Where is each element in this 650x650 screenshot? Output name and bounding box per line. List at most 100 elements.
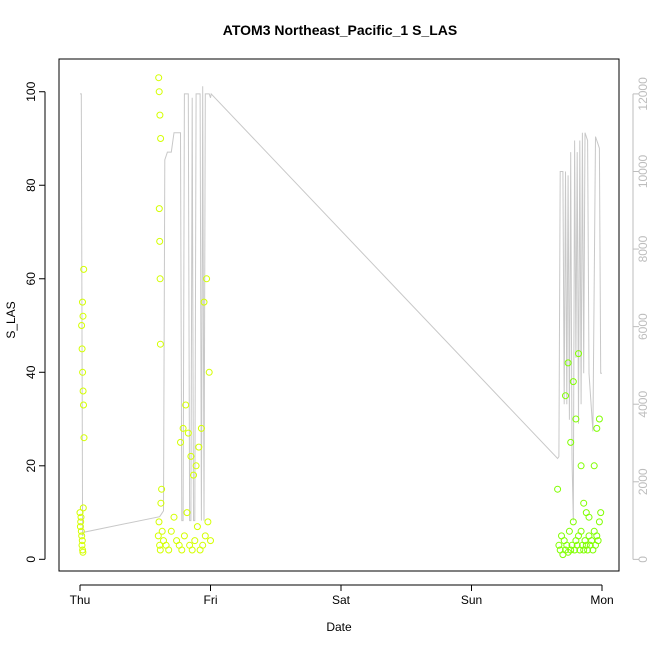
data-point: [190, 471, 197, 479]
data-point: [183, 509, 191, 517]
y2-tick-label: 4000: [636, 391, 650, 418]
y2-tick-label: 6000: [636, 313, 650, 340]
data-point: [80, 265, 88, 273]
data-point: [156, 340, 164, 348]
data-point: [157, 135, 165, 142]
data-point: [595, 415, 603, 423]
data-point: [178, 546, 186, 554]
data-point: [572, 415, 580, 423]
y2-tick-label: 2000: [636, 468, 650, 495]
data-point: [590, 462, 598, 470]
data-point: [155, 74, 163, 82]
data-point: [205, 368, 213, 376]
y-axis-label: S_LAS: [4, 301, 18, 338]
data-point: [79, 312, 87, 320]
data-point: [554, 485, 562, 493]
data-point: [581, 537, 589, 545]
data-point: [179, 424, 187, 432]
secondary-line-layer: [80, 86, 602, 537]
data-point: [76, 523, 84, 531]
data-point: [154, 532, 162, 540]
data-point: [597, 509, 605, 517]
x-tick-label: Fri: [204, 593, 218, 607]
data-point: [77, 513, 85, 521]
data-point: [195, 443, 203, 451]
data-point: [563, 541, 571, 549]
data-point: [155, 205, 163, 213]
data-point: [177, 438, 184, 446]
x-tick-label: Mon: [590, 593, 613, 607]
data-point: [199, 541, 207, 549]
data-point: [78, 532, 86, 540]
data-point: [567, 546, 575, 554]
data-point: [197, 424, 205, 432]
data-point: [79, 368, 87, 376]
data-point: [157, 499, 165, 507]
data-point: [207, 537, 214, 545]
data-point: [77, 527, 85, 535]
data-point: [577, 527, 585, 535]
data-point: [577, 462, 585, 470]
y-tick-label: 100: [24, 81, 38, 101]
data-point: [184, 429, 192, 437]
data-point: [155, 518, 163, 526]
data-point: [595, 518, 603, 526]
data-point: [201, 532, 209, 540]
secondary-series-line: [80, 86, 602, 537]
y-tick-label: 0: [24, 556, 38, 563]
data-point: [78, 537, 86, 545]
y-tick-label: 80: [24, 178, 38, 192]
data-point: [187, 452, 195, 460]
x-tick-label: Sun: [461, 593, 482, 607]
data-point: [565, 527, 573, 535]
data-point: [156, 111, 164, 119]
y2-tick-label: 12000: [636, 77, 650, 111]
x-tick-label: Sat: [332, 593, 351, 607]
data-point: [79, 387, 87, 395]
data-point: [167, 527, 175, 535]
data-point: [158, 527, 166, 535]
data-point: [555, 541, 563, 549]
points-layer: [76, 74, 605, 559]
data-point: [170, 513, 178, 521]
data-point: [580, 499, 588, 507]
data-point: [585, 513, 593, 521]
data-point: [182, 401, 190, 409]
data-point: [77, 518, 85, 526]
data-point: [79, 504, 87, 512]
data-point: [79, 548, 87, 556]
data-point: [192, 462, 200, 470]
data-point: [79, 298, 86, 306]
data-point: [193, 523, 201, 531]
data-point: [594, 537, 602, 545]
data-point: [203, 275, 211, 283]
data-point: [204, 518, 212, 526]
y2-tick-label: 0: [636, 556, 650, 563]
data-point: [562, 392, 569, 400]
data-point: [582, 541, 590, 549]
data-point: [165, 546, 173, 554]
data-point: [575, 350, 582, 358]
y2-tick-label: 8000: [636, 235, 650, 262]
data-point: [593, 424, 601, 432]
y-tick-label: 40: [24, 365, 38, 379]
data-point: [76, 509, 84, 517]
x-axis-label: Date: [326, 620, 352, 634]
data-point: [78, 345, 86, 353]
data-point: [156, 237, 164, 245]
data-point: [78, 541, 86, 549]
data-point: [567, 438, 575, 446]
y2-tick-label: 10000: [636, 154, 650, 188]
data-point: [78, 322, 86, 329]
y-tick-label: 60: [24, 272, 38, 286]
chart-title: ATOM3 Northeast_Pacific_1 S_LAS: [223, 22, 457, 38]
plot-frame: [58, 58, 620, 572]
data-point: [80, 434, 88, 442]
data-point: [158, 485, 166, 493]
data-point: [191, 537, 199, 545]
data-point: [593, 532, 601, 540]
data-point: [80, 401, 87, 409]
data-point: [188, 546, 196, 554]
